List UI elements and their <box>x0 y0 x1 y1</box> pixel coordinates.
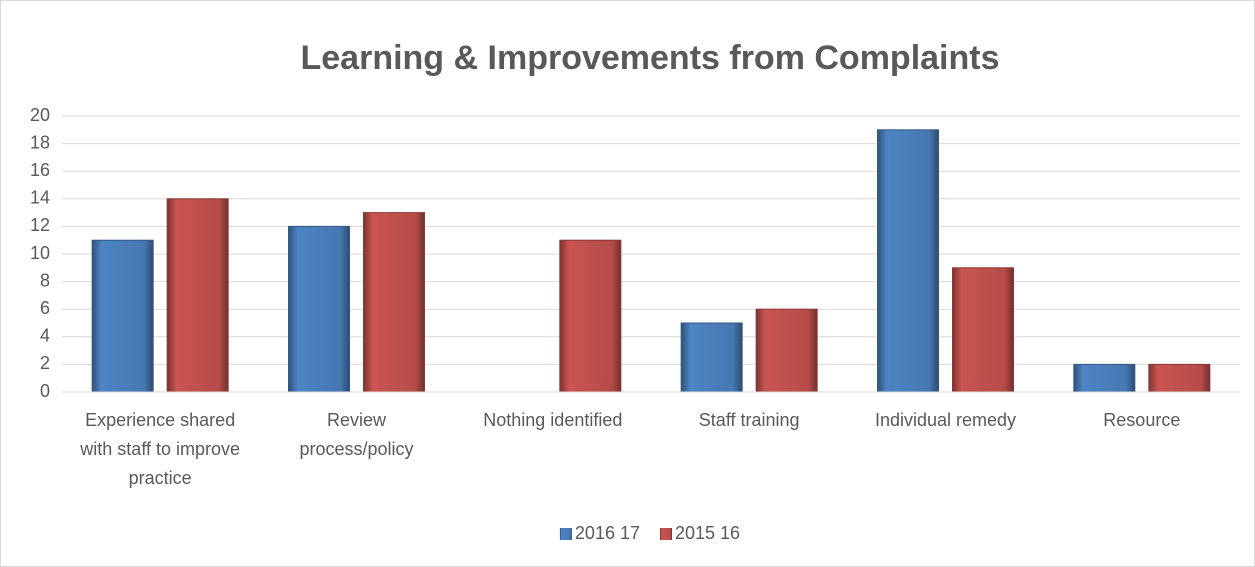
legend-item: 2015 16 <box>660 523 740 543</box>
y-tick-label: 8 <box>40 270 50 290</box>
bar <box>559 239 622 393</box>
legend-item: 2016 17 <box>559 523 640 543</box>
y-tick-label: 4 <box>40 326 50 346</box>
y-tick-label: 0 <box>40 381 50 401</box>
bar <box>363 212 425 393</box>
legend-swatch <box>559 528 572 540</box>
y-tick-label: 14 <box>30 188 50 208</box>
bar <box>952 267 1014 393</box>
y-tick-label: 18 <box>30 132 50 152</box>
bar <box>877 129 939 393</box>
bar <box>680 322 743 393</box>
bar <box>288 225 350 393</box>
bar <box>755 308 818 393</box>
x-tick-label: Nothing identified <box>483 410 622 430</box>
bar <box>166 198 229 393</box>
x-tick-label: Review process/policy <box>299 410 413 459</box>
x-tick-label: Individual remedy <box>875 410 1016 430</box>
bar <box>1073 363 1136 393</box>
y-tick-label: 6 <box>40 298 50 318</box>
x-tick-label: Staff training <box>699 410 800 430</box>
bar <box>91 239 154 393</box>
legend-label: 2015 16 <box>675 523 740 543</box>
y-tick-label: 12 <box>30 215 50 235</box>
x-tick-label: Resource <box>1103 410 1180 430</box>
legend-swatch <box>660 528 672 540</box>
y-tick-label: 10 <box>30 243 50 263</box>
bar <box>1148 363 1211 393</box>
y-tick-label: 16 <box>30 160 50 180</box>
x-tick-label: Experience shared with staff to improve pr… <box>79 410 240 488</box>
legend-label: 2016 17 <box>575 523 640 543</box>
chart-title: Learning & Improvements from Complaints <box>301 39 1000 77</box>
y-tick-label: 2 <box>40 353 50 373</box>
y-tick-label: 20 <box>30 105 50 125</box>
